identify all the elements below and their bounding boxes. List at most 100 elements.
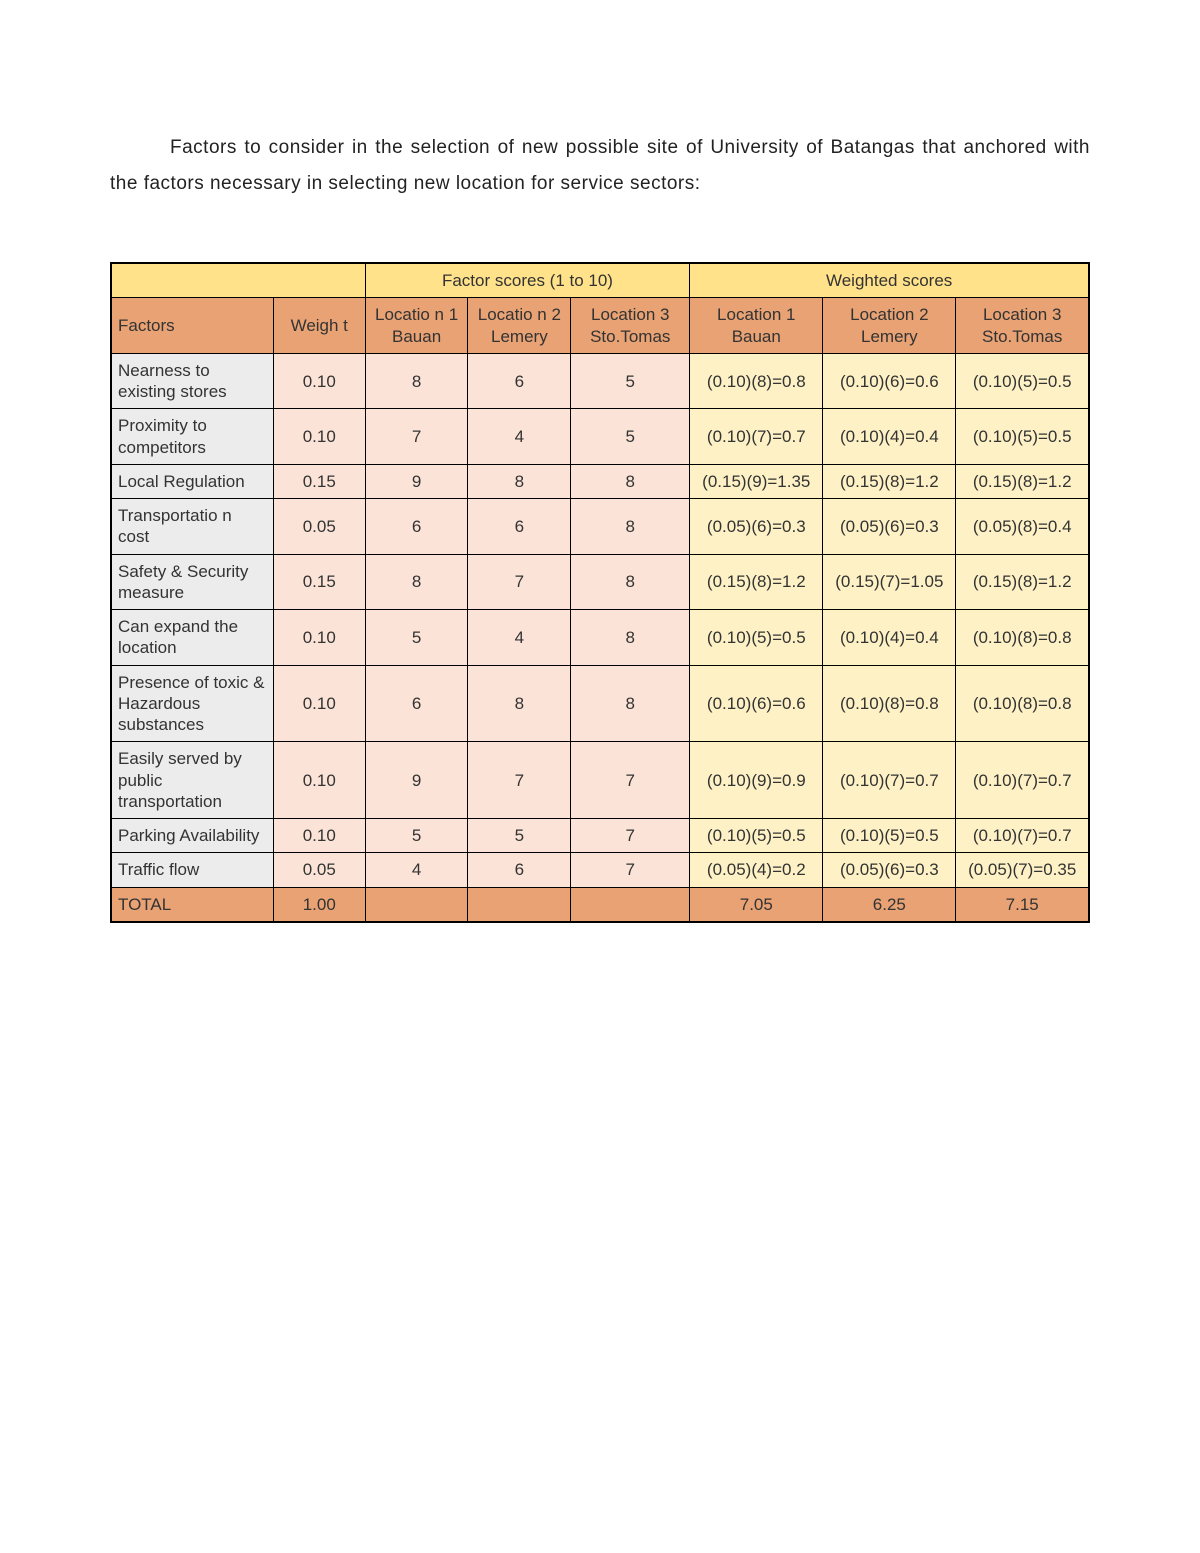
col-header-loc1-ws: Location 1 Bauan (690, 298, 823, 354)
score-loc2-cell: 7 (468, 554, 571, 610)
wscore-loc2-cell: (0.10)(5)=0.5 (823, 819, 956, 853)
wscore-loc1-cell: (0.10)(5)=0.5 (690, 819, 823, 853)
weight-cell: 0.10 (273, 409, 365, 465)
factor-cell: Local Regulation (111, 464, 273, 498)
score-loc3-cell: 8 (571, 554, 690, 610)
total-label: TOTAL (111, 887, 273, 922)
table-row: Traffic flow0.05467(0.05)(4)=0.2(0.05)(6… (111, 853, 1089, 887)
wscore-loc2-cell: (0.05)(6)=0.3 (823, 853, 956, 887)
wscore-loc3-cell: (0.05)(8)=0.4 (956, 499, 1089, 555)
total-row: TOTAL 1.00 7.05 6.25 7.15 (111, 887, 1089, 922)
table-row: Nearness to existing stores0.10865 (0.10)… (111, 353, 1089, 409)
score-loc3-cell: 8 (571, 499, 690, 555)
wscore-loc2-cell: (0.10)(4)=0.4 (823, 610, 956, 666)
wscore-loc2-cell: (0.10)(7)=0.7 (823, 742, 956, 819)
score-loc1-cell: 9 (365, 742, 468, 819)
score-loc3-cell: 5 (571, 353, 690, 409)
score-loc1-cell: 5 (365, 819, 468, 853)
wscore-loc2-cell: (0.15)(8)=1.2 (823, 464, 956, 498)
score-loc2-cell: 6 (468, 353, 571, 409)
score-loc1-cell: 6 (365, 665, 468, 742)
score-loc3-cell: 7 (571, 853, 690, 887)
table-row: Can expand the location0.10548(0.10)(5)=… (111, 610, 1089, 666)
factor-cell: Presence of toxic & Hazardous substances (111, 665, 273, 742)
score-loc1-cell: 7 (365, 409, 468, 465)
factor-cell: Easily served by public transportation (111, 742, 273, 819)
col-header-factors: Factors (111, 298, 273, 354)
factor-cell: Proximity to competitors (111, 409, 273, 465)
document-page: Factors to consider in the selection of … (0, 0, 1200, 1553)
factor-cell: Traffic flow (111, 853, 273, 887)
score-loc2-cell: 4 (468, 610, 571, 666)
weight-cell: 0.05 (273, 499, 365, 555)
weight-cell: 0.15 (273, 464, 365, 498)
total-s3 (571, 887, 690, 922)
wscore-loc3-cell: (0.10)(8)=0.8 (956, 610, 1089, 666)
col-header-loc3-score: Location 3 Sto.Tomas (571, 298, 690, 354)
wscore-loc1-cell: (0.15)(8)=1.2 (690, 554, 823, 610)
wscore-loc3-cell: (0.10)(8)=0.8 (956, 665, 1089, 742)
weight-cell: 0.10 (273, 610, 365, 666)
table-row: Proximity to competitors0.10745(0.10)(7)… (111, 409, 1089, 465)
table-body: Nearness to existing stores0.10865(0.10)… (111, 353, 1089, 887)
total-s1 (365, 887, 468, 922)
total-w2: 6.25 (823, 887, 956, 922)
total-w1: 7.05 (690, 887, 823, 922)
score-loc1-cell: 6 (365, 499, 468, 555)
score-loc1-cell: 9 (365, 464, 468, 498)
group-header-scores: Factor scores (1 to 10) (365, 263, 690, 298)
score-loc1-cell: 5 (365, 610, 468, 666)
wscore-loc1-cell: (0.10)(5)=0.5 (690, 610, 823, 666)
factor-cell: Nearness to existing stores (111, 353, 273, 409)
factor-cell: Transportatio n cost (111, 499, 273, 555)
factor-cell: Safety & Security measure (111, 554, 273, 610)
group-header-weighted: Weighted scores (690, 263, 1089, 298)
score-loc3-cell: 7 (571, 819, 690, 853)
col-header-loc2-score: Locatio n 2 Lemery (468, 298, 571, 354)
col-header-loc2-ws: Location 2 Lemery (823, 298, 956, 354)
score-loc1-cell: 8 (365, 353, 468, 409)
weight-cell: 0.10 (273, 742, 365, 819)
score-loc1-cell: 8 (365, 554, 468, 610)
score-loc2-cell: 6 (468, 853, 571, 887)
intro-paragraph: Factors to consider in the selection of … (110, 130, 1090, 202)
wscore-loc1-cell: (0.10)(7)=0.7 (690, 409, 823, 465)
wscore-loc2-cell: (0.05)(6)=0.3 (823, 499, 956, 555)
group-header-blank (111, 263, 365, 298)
weight-cell: 0.10 (273, 353, 365, 409)
score-loc2-cell: 4 (468, 409, 571, 465)
table-row: Transportatio n cost0.05668(0.05)(6)=0.3… (111, 499, 1089, 555)
score-loc3-cell: 8 (571, 665, 690, 742)
wscore-loc2-cell: (0.10)(4)=0.4 (823, 409, 956, 465)
total-w3: 7.15 (956, 887, 1089, 922)
wscore-loc1-cell: (0.10)(6)=0.6 (690, 665, 823, 742)
score-loc2-cell: 6 (468, 499, 571, 555)
table-row: Local Regulation0.15988(0.15)(9)=1.35(0.… (111, 464, 1089, 498)
score-loc1-cell: 4 (365, 853, 468, 887)
weight-cell: 0.05 (273, 853, 365, 887)
score-loc3-cell: 7 (571, 742, 690, 819)
wscore-loc3-cell: (0.05)(7)=0.35 (956, 853, 1089, 887)
group-header-row: Factor scores (1 to 10) Weighted scores (111, 263, 1089, 298)
wscore-loc3-cell: (0.10)(5)=0.5 (956, 353, 1089, 409)
table-row: Parking Availability0.10557(0.10)(5)=0.5… (111, 819, 1089, 853)
wscore-loc1-cell: (0.10)(9)=0.9 (690, 742, 823, 819)
weight-cell: 0.10 (273, 819, 365, 853)
col-header-loc3-ws: Location 3 Sto.Tomas (956, 298, 1089, 354)
weight-cell: 0.10 (273, 665, 365, 742)
score-loc2-cell: 8 (468, 665, 571, 742)
factor-cell: Can expand the location (111, 610, 273, 666)
factor-rating-table: Factor scores (1 to 10) Weighted scores … (110, 262, 1090, 923)
score-loc3-cell: 5 (571, 409, 690, 465)
wscore-loc3-cell: (0.15)(8)=1.2 (956, 554, 1089, 610)
factor-cell: Parking Availability (111, 819, 273, 853)
score-loc2-cell: 8 (468, 464, 571, 498)
score-loc3-cell: 8 (571, 464, 690, 498)
col-header-weight: Weigh t (273, 298, 365, 354)
wscore-loc3-cell: (0.10)(7)=0.7 (956, 742, 1089, 819)
wscore-loc1-cell: (0.05)(4)=0.2 (690, 853, 823, 887)
wscore-loc3-cell: (0.10)(5)=0.5 (956, 409, 1089, 465)
col-header-loc1-score: Locatio n 1 Bauan (365, 298, 468, 354)
wscore-loc3-cell: (0.10)(7)=0.7 (956, 819, 1089, 853)
total-weight: 1.00 (273, 887, 365, 922)
